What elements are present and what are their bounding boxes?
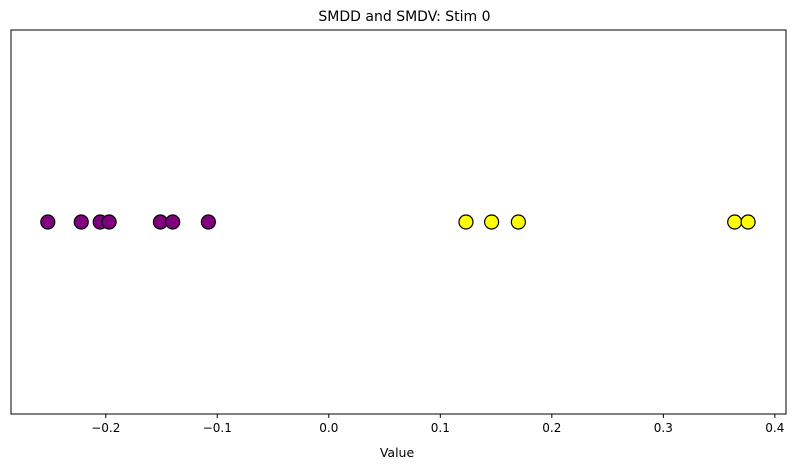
data-point-series-2	[458, 214, 474, 230]
data-point-series-1	[200, 214, 216, 230]
x-axis-label: Value	[380, 445, 415, 460]
plot-frame	[10, 29, 787, 415]
x-tick-label: 0.3	[654, 421, 673, 435]
x-tick-label: −0.1	[203, 421, 232, 435]
x-tick-label: 0.4	[765, 421, 784, 435]
x-tick-label: 0.0	[319, 421, 338, 435]
data-point-series-2	[484, 214, 500, 230]
plot-area	[40, 214, 756, 230]
data-point-series-1	[101, 214, 117, 230]
chart-title: SMDD and SMDV: Stim 0	[318, 9, 490, 25]
x-tick-label: 0.2	[542, 421, 561, 435]
data-point-series-1	[40, 214, 56, 230]
x-tick-label: 0.1	[431, 421, 450, 435]
data-point-series-2	[510, 214, 526, 230]
data-point-series-1	[73, 214, 89, 230]
data-point-series-2	[727, 214, 743, 230]
x-tick-label: −0.2	[91, 421, 120, 435]
x-axis: −0.2 −0.1 0.0 0.1 0.2 0.3 0.4	[91, 414, 784, 435]
data-point-series-2	[740, 214, 756, 230]
data-point-series-1	[165, 214, 181, 230]
